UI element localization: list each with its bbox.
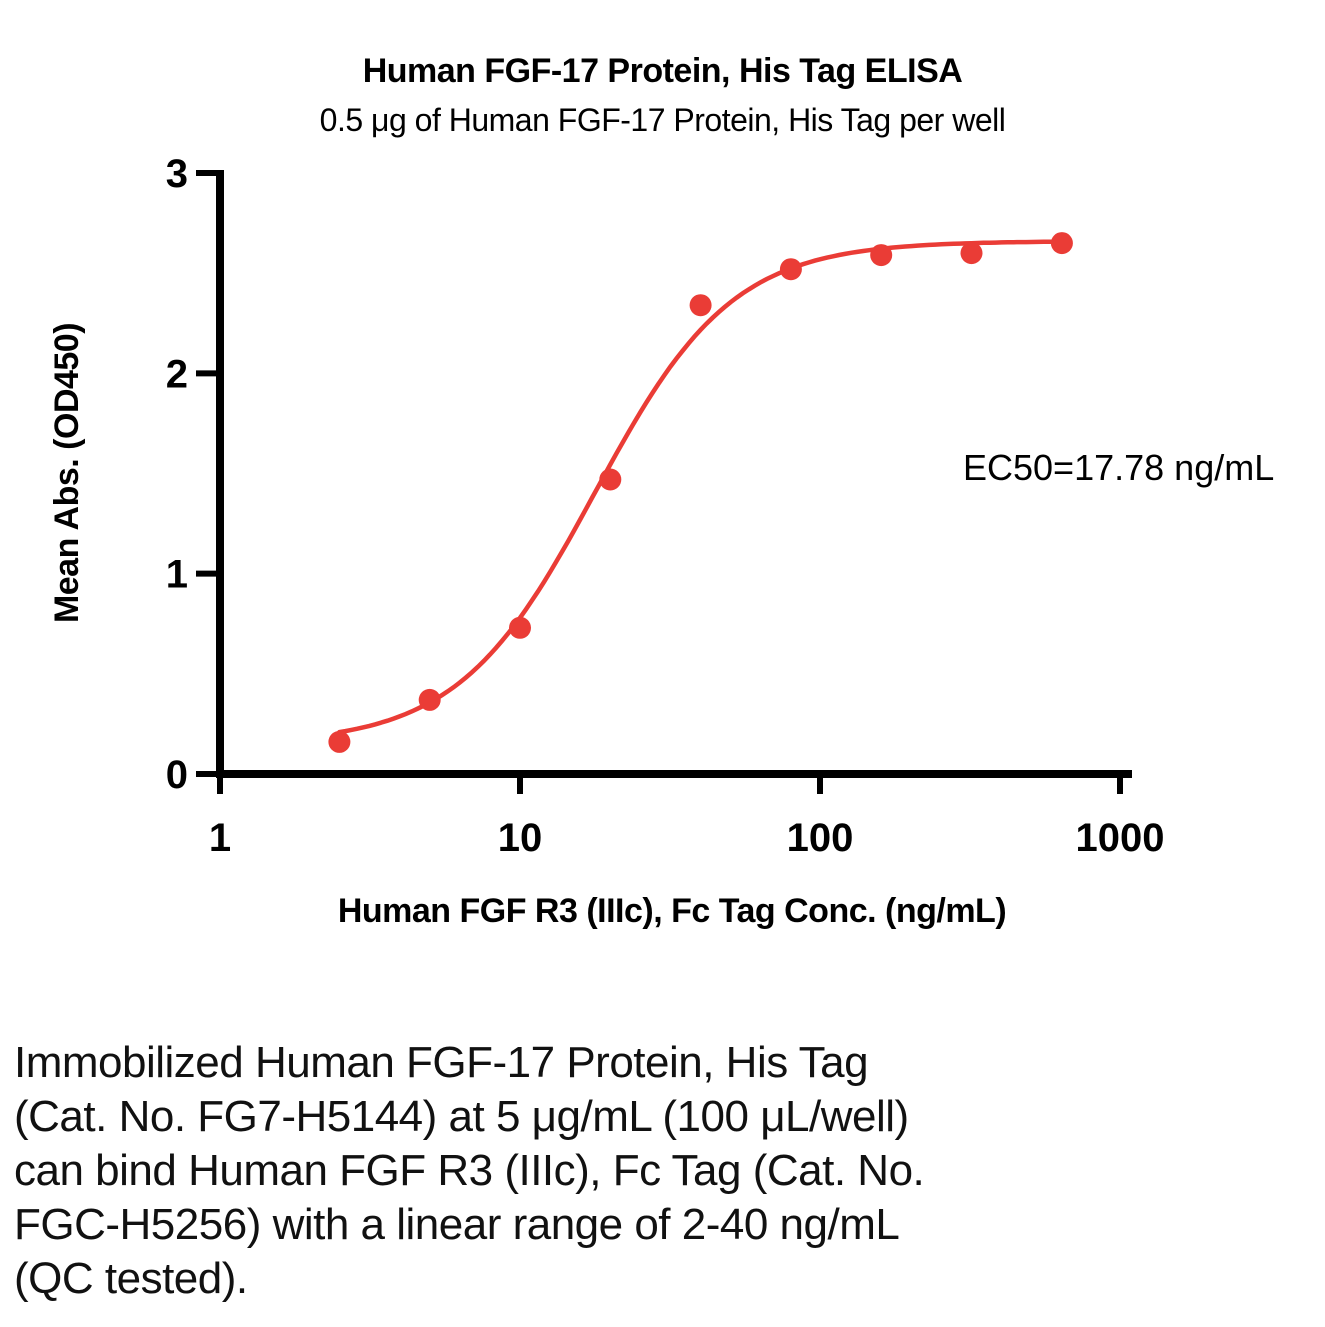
data-point: [509, 616, 531, 639]
data-point: [779, 258, 802, 281]
y-tick-label: 2: [166, 352, 188, 396]
data-point: [599, 468, 622, 491]
y-axis-label: Mean Abs. (OD450): [48, 323, 86, 623]
caption-line: (QC tested).: [14, 1254, 248, 1303]
data-point: [1050, 232, 1073, 255]
caption-text: Immobilized Human FGF-17 Protein, His Ta…: [14, 1036, 1304, 1306]
data-point: [689, 294, 712, 317]
y-tick-label: 1: [166, 553, 188, 597]
x-tick-label: 10: [498, 816, 543, 860]
caption-line: Immobilized Human FGF-17 Protein, His Ta…: [14, 1038, 869, 1087]
caption-line: FGC-H5256) with a linear range of 2-40 n…: [14, 1200, 900, 1249]
axes: [196, 170, 1132, 794]
data-point: [960, 242, 983, 265]
x-tick-label: 1: [209, 816, 231, 860]
data-point: [870, 244, 893, 267]
x-tick-labels: 1 10 100 1000: [209, 816, 1165, 860]
fit-curve-line: [337, 239, 1065, 735]
caption-line: (Cat. No. FG7-H5144) at 5 μg/mL (100 μL/…: [14, 1092, 909, 1141]
y-tick-label: 0: [166, 753, 188, 797]
data-point: [328, 730, 351, 753]
caption-line: can bind Human FGF R3 (IIIc), Fc Tag (Ca…: [14, 1146, 925, 1195]
chart-subtitle: 0.5 μg of Human FGF-17 Protein, His Tag …: [319, 102, 1006, 138]
chart-title: Human FGF-17 Protein, His Tag ELISA: [362, 52, 963, 90]
x-tick-label: 1000: [1076, 816, 1165, 860]
y-tick-label: 3: [166, 152, 188, 196]
y-tick-labels: 0 1 2 3: [166, 152, 188, 797]
x-tick-label: 100: [787, 816, 854, 860]
data-points: [328, 232, 1073, 753]
data-point: [418, 688, 441, 711]
ec50-annotation: EC50=17.78 ng/mL: [963, 447, 1274, 488]
x-axis-label: Human FGF R3 (IIIc), Fc Tag Conc. (ng/mL…: [338, 892, 1006, 930]
